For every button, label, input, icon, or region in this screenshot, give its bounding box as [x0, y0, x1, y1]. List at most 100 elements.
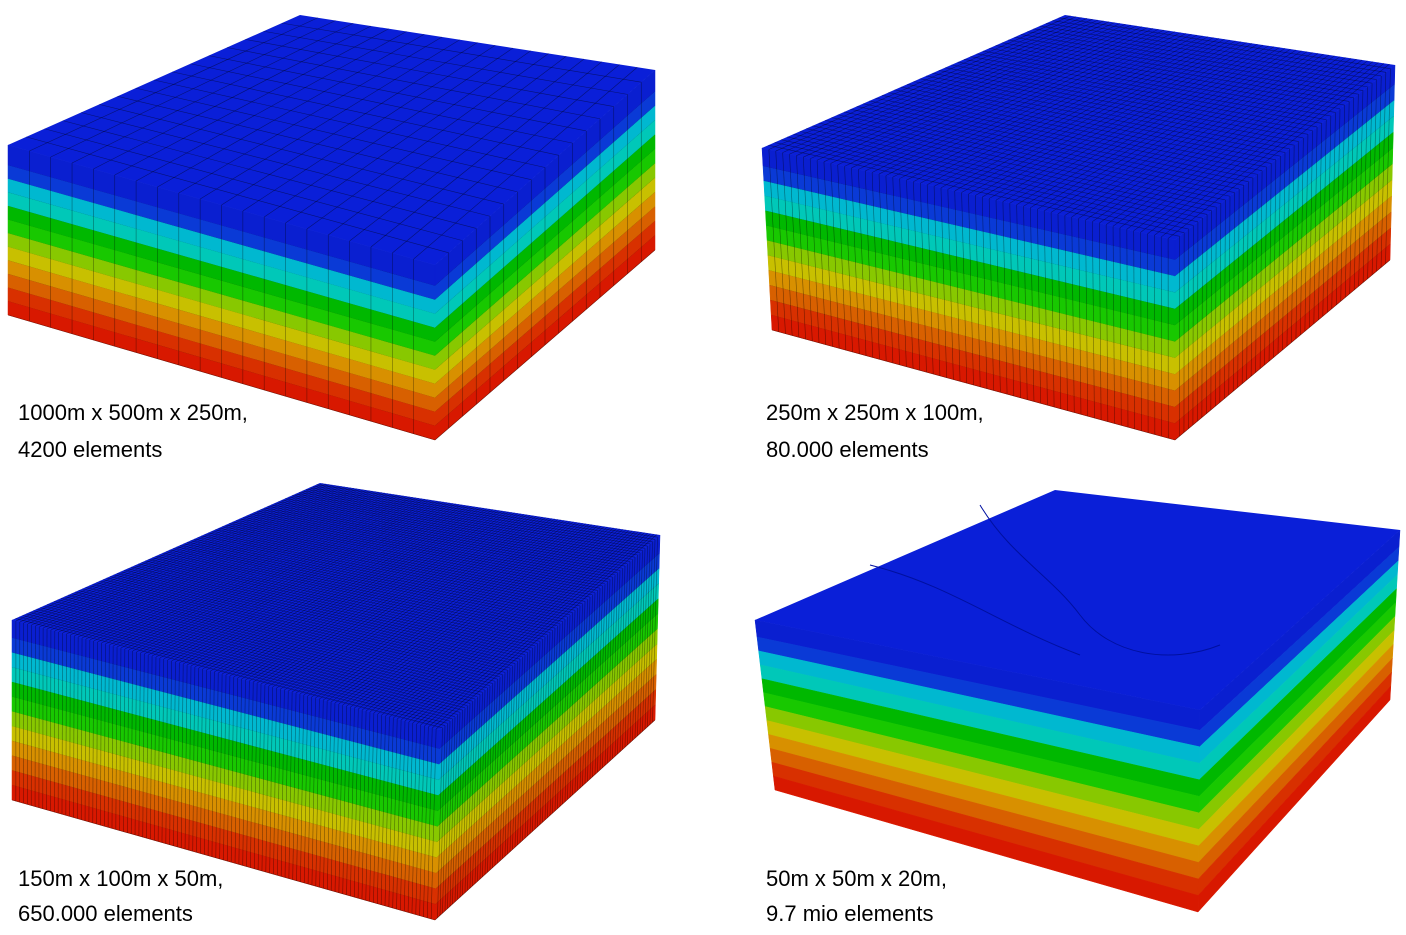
mesh-line — [163, 501, 441, 660]
mesh-line — [592, 590, 598, 777]
mesh-line — [120, 495, 407, 649]
mesh-line — [328, 56, 567, 236]
mesh-line — [369, 526, 605, 713]
mesh-line — [1016, 204, 1021, 398]
mesh-line — [1344, 101, 1350, 298]
mesh-line — [1008, 39, 1354, 99]
mesh-line — [250, 681, 254, 868]
mesh-line — [172, 71, 559, 156]
mesh-line — [851, 167, 860, 354]
mesh-line — [519, 654, 526, 843]
mesh-line — [557, 621, 563, 809]
mesh-line — [77, 636, 79, 819]
mesh-line — [906, 180, 914, 369]
mesh-line — [260, 513, 518, 685]
mesh-line — [302, 490, 648, 547]
mesh-line — [933, 35, 1203, 187]
mesh-line — [1241, 185, 1245, 384]
mesh-line — [1385, 68, 1391, 264]
mesh-line — [353, 708, 359, 898]
mesh-line — [214, 529, 586, 602]
mesh-line — [975, 195, 981, 387]
mesh-line — [369, 712, 375, 902]
mesh-line — [816, 21, 1110, 161]
mesh-line — [1255, 174, 1258, 373]
mesh-line — [527, 648, 533, 836]
mesh-line — [1043, 210, 1048, 406]
mesh-line — [768, 15, 1071, 150]
mesh-line — [96, 641, 98, 825]
mesh-line — [62, 120, 477, 229]
mesh-line — [245, 39, 614, 107]
mesh-line — [179, 544, 561, 624]
mesh-line — [851, 25, 1137, 169]
mesh-line — [179, 503, 454, 664]
mesh-line — [1228, 196, 1231, 396]
mesh-line — [400, 530, 630, 721]
mesh-line — [277, 501, 631, 562]
mesh-line — [569, 610, 576, 798]
mesh-line — [264, 47, 514, 218]
mesh-line — [102, 579, 506, 673]
mesh-line — [782, 152, 793, 336]
mesh-line — [649, 539, 656, 725]
mesh-line — [562, 616, 568, 805]
mesh-line — [265, 685, 270, 873]
mesh-line — [875, 97, 1258, 175]
mesh-line — [188, 665, 192, 851]
mesh-line — [1147, 61, 1374, 235]
mesh-line — [1126, 58, 1357, 230]
mesh-line — [1064, 215, 1068, 411]
mesh-line — [183, 543, 563, 622]
caption-line: 650.000 elements — [18, 901, 193, 926]
mesh-line — [607, 577, 613, 764]
mesh-line — [50, 487, 352, 631]
mesh-line — [92, 640, 95, 823]
mesh-line — [237, 510, 500, 679]
mesh-line — [856, 106, 1244, 186]
mesh-line — [864, 170, 874, 358]
mesh-line — [584, 597, 591, 784]
mesh-line — [1050, 212, 1055, 408]
mesh-line — [954, 38, 1220, 192]
mesh-line — [629, 557, 636, 743]
mesh-line — [203, 669, 207, 855]
mesh-line — [423, 726, 429, 917]
mesh-line — [116, 495, 404, 648]
mesh-line — [93, 492, 386, 642]
mesh-line — [1210, 210, 1212, 411]
mesh-line — [66, 489, 364, 635]
mesh-line — [837, 164, 847, 351]
mesh-line — [632, 554, 638, 741]
mesh-line — [1358, 90, 1364, 287]
mesh-line — [1119, 227, 1122, 426]
mesh-line — [249, 513, 611, 580]
mesh-line — [858, 26, 1143, 170]
mesh-line — [413, 67, 638, 260]
mesh-line — [202, 505, 472, 670]
mesh-line — [277, 688, 281, 876]
mesh-line — [1133, 230, 1136, 430]
mesh-line — [1322, 119, 1327, 317]
mesh-line — [295, 517, 546, 694]
mesh-line — [1039, 25, 1377, 80]
mesh-line — [71, 593, 483, 693]
mesh-line — [95, 582, 501, 678]
mesh-line — [622, 563, 628, 750]
mesh-line — [26, 136, 449, 254]
mesh-line — [214, 507, 481, 673]
mesh-line — [1273, 159, 1277, 358]
mesh-line — [298, 492, 646, 549]
mesh-line — [88, 639, 91, 822]
mesh-line — [1037, 48, 1286, 210]
mesh-line — [223, 674, 227, 861]
mesh-line — [1140, 232, 1142, 431]
mesh-line — [167, 501, 444, 661]
mesh-line — [206, 506, 475, 671]
mesh-line — [529, 645, 536, 834]
mesh-line — [830, 163, 840, 349]
mesh-line — [775, 151, 786, 334]
mesh-line — [803, 19, 1099, 158]
mesh-line — [831, 117, 1226, 201]
mesh-line — [1046, 23, 1382, 77]
